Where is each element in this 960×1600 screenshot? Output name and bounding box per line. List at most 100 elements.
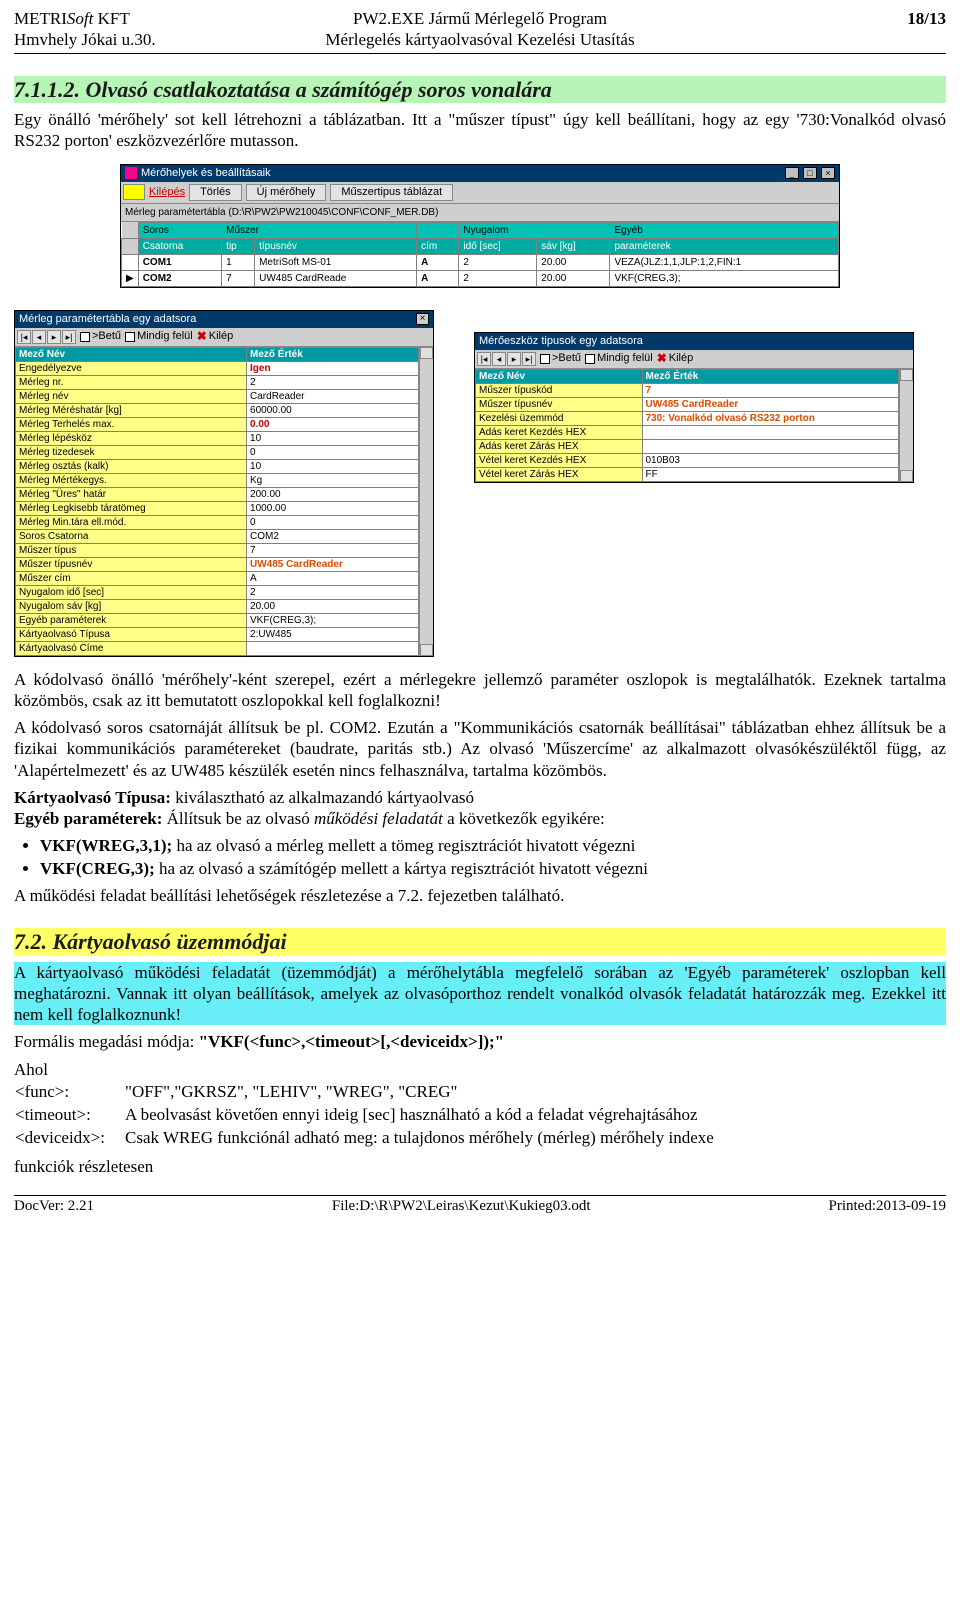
table-row[interactable]: Mérleg "Üres" határ200.00: [16, 487, 419, 501]
table-row[interactable]: Kártyaolvasó Címe: [16, 641, 419, 655]
scroll-up-icon[interactable]: [900, 369, 913, 381]
btn-kilep-eszkoz[interactable]: ✖Kilép: [657, 352, 694, 365]
table-row[interactable]: Adás keret Zárás HEX: [476, 439, 899, 453]
table-row[interactable]: Mérleg Mértékegys.Kg: [16, 473, 419, 487]
table-row[interactable]: Mérleg Méréshatár [kg]60000.00: [16, 403, 419, 417]
paragraph-9-ahol: Ahol: [14, 1059, 946, 1080]
label-egyeb-parameterek: Egyéb paraméterek:: [14, 809, 162, 828]
minimize-icon[interactable]: _: [785, 167, 799, 179]
table-row[interactable]: Műszer típuskód7: [476, 383, 899, 397]
nav-first-icon[interactable]: |◂: [17, 330, 31, 344]
btn-torles[interactable]: Törlés: [189, 184, 242, 201]
table-row[interactable]: Mérleg tizedesek0: [16, 445, 419, 459]
company-name-3: KFT: [93, 9, 129, 28]
table-row[interactable]: Egyéb paraméterekVKF(CREG,3);: [16, 613, 419, 627]
section-title-72: 7.2. Kártyaolvasó üzemmódjai: [14, 928, 946, 956]
nav-last-icon[interactable]: ▸|: [62, 330, 76, 344]
scroll-down-icon[interactable]: [900, 470, 913, 482]
section-title-7112: 7.1.1.2. Olvasó csatlakoztatása a számít…: [14, 76, 946, 104]
table-eszkoztipus: Mező NévMező Érték Műszer típuskód7Műsze…: [475, 369, 899, 482]
btn-muszertipus-tablazat[interactable]: Műszertipus táblázat: [330, 184, 453, 201]
nav-last-icon[interactable]: ▸|: [522, 352, 536, 366]
table-row[interactable]: Kártyaolvasó Típusa2:UW485: [16, 627, 419, 641]
scrollbar[interactable]: [419, 347, 433, 656]
paragraph-7: A kártyaolvasó működési feladatát (üzemm…: [14, 962, 946, 1026]
table-row[interactable]: Mérleg lépésköz10: [16, 431, 419, 445]
table-func-definitions: <func>:"OFF","GKRSZ", "LEHIV", "WREG", "…: [14, 1080, 715, 1150]
nav-controls: |◂ ◂ ▸ ▸|: [17, 330, 76, 344]
th-nyugalom: Nyugalom: [459, 222, 610, 238]
paragraph-6: A működési feladat beállítási lehetősége…: [14, 885, 946, 906]
table-row[interactable]: Műszer típusnévUW485 CardReader: [476, 397, 899, 411]
table-row[interactable]: Mérleg névCardReader: [16, 389, 419, 403]
close-icon: ✖: [657, 352, 667, 365]
scrollbar[interactable]: [899, 369, 913, 482]
table-parametertabla: Mező NévMező Érték EngedélyezveIgenMérle…: [15, 347, 419, 656]
table-row[interactable]: Vétel keret Zárás HEXFF: [476, 467, 899, 481]
nav-prev-icon[interactable]: ◂: [32, 330, 46, 344]
footer-docver: DocVer: 2.21: [14, 1197, 94, 1216]
doc-header: METRISoft KFT Hmvhely Jókai u.30. PW2.EX…: [14, 8, 946, 54]
table-row[interactable]: Adás keret Kezdés HEX: [476, 425, 899, 439]
maximize-icon[interactable]: □: [803, 167, 817, 179]
doc-header-center: PW2.EXE Jármű Mérlegelő Program Mérlegel…: [325, 8, 636, 51]
table-row[interactable]: Mérleg nr.2: [16, 375, 419, 389]
nav-next-icon[interactable]: ▸: [507, 352, 521, 366]
table-row[interactable]: Mérleg Legkisebb táratömeg1000.00: [16, 501, 419, 515]
page-number: 18/13: [907, 9, 946, 28]
doc-title-2: Mérlegelés kártyaolvasóval Kezelési Utas…: [325, 30, 634, 49]
nav-prev-icon[interactable]: ◂: [492, 352, 506, 366]
paragraph-3: A kódolvasó soros csatornáját állítsuk b…: [14, 717, 946, 781]
th-soros: Soros: [138, 222, 221, 238]
table-row[interactable]: ▶ COM2 7 UW485 CardReade A 2 20.00 VKF(C…: [122, 270, 839, 286]
close-icon[interactable]: ×: [821, 167, 835, 179]
nav-controls: |◂ ◂ ▸ ▸|: [477, 352, 536, 366]
company-address: Hmvhely Jókai u.30.: [14, 30, 156, 49]
label-deviceidx: <deviceidx>:: [14, 1126, 124, 1149]
nav-first-icon[interactable]: |◂: [477, 352, 491, 366]
window-eszkoztipus: Mérőeszköz tipusok egy adatsora × |◂ ◂ ▸…: [474, 332, 914, 483]
list-item: VKF(CREG,3); ha az olvasó a számítógép m…: [40, 858, 946, 879]
table-row[interactable]: Műszer típusnévUW485 CardReader: [16, 557, 419, 571]
label-timeout: <timeout>:: [14, 1103, 124, 1126]
checkbox-mindig-felul[interactable]: Mindig felül: [585, 352, 653, 365]
titlebar-merhely: Mérőhelyek és beállításaik _ □ ×: [121, 165, 839, 182]
nav-next-icon[interactable]: ▸: [47, 330, 61, 344]
table-row[interactable]: Vétel keret Kezdés HEX010B03: [476, 453, 899, 467]
window-title-param: Mérleg paramétertábla egy adatsora: [19, 313, 196, 326]
table-merhely: Soros Műszer Nyugalom Egyéb Csatorna tip…: [121, 222, 839, 287]
table-row[interactable]: COM1 1 MetriSoft MS-01 A 2 20.00 VEZA(JL…: [122, 254, 839, 270]
close-icon[interactable]: ×: [416, 313, 429, 325]
th-parameterek: paraméterek: [610, 238, 839, 254]
btn-uj-merhely[interactable]: Új mérőhely: [246, 184, 327, 201]
table-row[interactable]: Nyugalom idő [sec]2: [16, 585, 419, 599]
scroll-down-icon[interactable]: [420, 644, 433, 656]
table-row[interactable]: Műszer típus7: [16, 543, 419, 557]
table-row[interactable]: Kezelési üzemmód730: Vonalkód olvasó RS2…: [476, 411, 899, 425]
footer-date: Printed:2013-09-19: [828, 1197, 946, 1216]
scroll-up-icon[interactable]: [420, 347, 433, 359]
table-row[interactable]: Mérleg osztás (kalk)10: [16, 459, 419, 473]
window-title-merhely: Mérőhelyek és beállításaik: [141, 167, 271, 180]
table-row[interactable]: Mérleg Min.tára ell.mód.0: [16, 515, 419, 529]
window-parametertabla: Mérleg paramétertábla egy adatsora × |◂ …: [14, 310, 434, 657]
table-row[interactable]: EngedélyezveIgen: [16, 361, 419, 375]
label-kartyaolvaso-tipusa: Kártyaolvasó Típusa:: [14, 788, 171, 807]
table-row[interactable]: Nyugalom sáv [kg]20.00: [16, 599, 419, 613]
table-row[interactable]: Mérleg Terhelés max.0.00: [16, 417, 419, 431]
label-func: <func>:: [14, 1080, 124, 1103]
doc-title-1: PW2.EXE Jármű Mérlegelő Program: [353, 9, 607, 28]
checkbox-mindig-felul[interactable]: Mindig felül: [125, 330, 193, 343]
checkbox-betu[interactable]: >Betű: [540, 352, 581, 365]
path-label: Mérleg paramétertábla (D:\R\PW2\PW210045…: [121, 204, 839, 222]
th-ido: idő [sec]: [459, 238, 537, 254]
btn-kilep-param[interactable]: ✖Kilép: [197, 330, 234, 343]
btn-kilepes[interactable]: Kilépés: [149, 186, 185, 199]
table-row[interactable]: Soros CsatornaCOM2: [16, 529, 419, 543]
checkbox-betu[interactable]: >Betű: [80, 330, 121, 343]
table-row[interactable]: Műszer címA: [16, 571, 419, 585]
th-tip: tip: [222, 238, 255, 254]
window-controls-merhely: _ □ ×: [784, 167, 835, 180]
th-egyeb: Egyéb: [610, 222, 839, 238]
th-tipusnev: típusnév: [255, 238, 417, 254]
